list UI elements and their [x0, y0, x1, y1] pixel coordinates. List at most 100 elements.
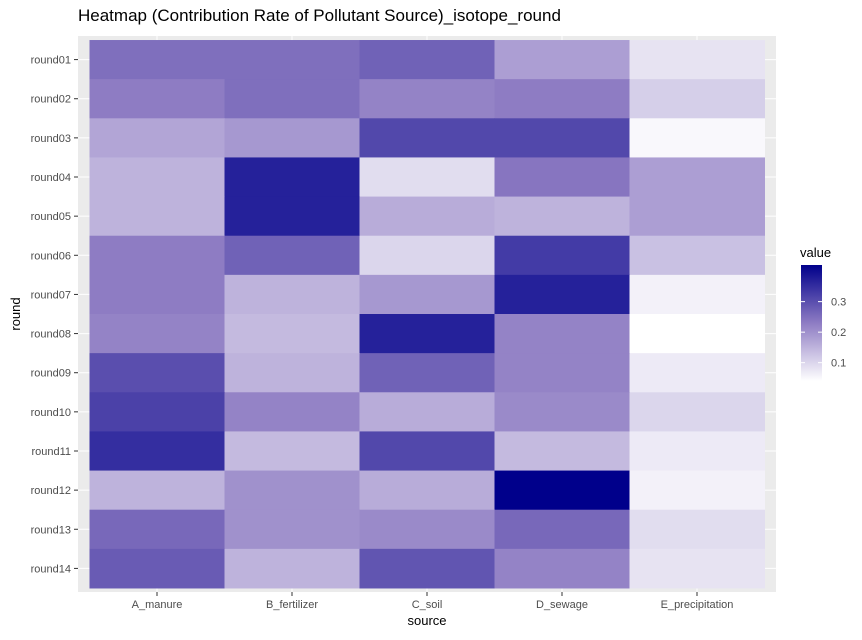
heatmap-cell	[359, 274, 495, 315]
heatmap-cell	[494, 548, 630, 589]
heatmap-cell	[629, 40, 765, 80]
heatmap-cell	[224, 235, 360, 276]
heatmap-cell	[494, 431, 630, 472]
x-tick-label: C_soil	[412, 599, 443, 611]
heatmap-cell	[629, 196, 765, 237]
heatmap-cell	[89, 353, 225, 393]
y-tick-label: round01	[31, 55, 71, 67]
legend-tick-label: 0.3	[831, 297, 846, 309]
y-tick-label: round09	[31, 368, 71, 380]
heatmap-cell	[494, 314, 630, 354]
heatmap-cell	[89, 157, 225, 198]
heatmap-cell	[629, 509, 765, 550]
heatmap-cell	[494, 509, 630, 550]
heatmap-cell	[224, 79, 360, 119]
heatmap-cell	[89, 235, 225, 276]
heatmap-cell	[629, 118, 765, 158]
heatmap-cell	[359, 431, 495, 472]
heatmap-cell	[494, 79, 630, 119]
heatmap-cell	[629, 470, 765, 511]
y-tick-label: round14	[31, 563, 71, 575]
heatmap-cell	[89, 548, 225, 589]
heatmap-cell	[359, 548, 495, 589]
heatmap-cell	[359, 79, 495, 119]
y-tick-label: round12	[31, 485, 71, 497]
heatmap-cell	[629, 353, 765, 393]
x-tick-label: A_manure	[132, 599, 183, 611]
heatmap-cell	[359, 470, 495, 511]
y-tick-label: round06	[31, 250, 71, 262]
heatmap-cell	[359, 40, 495, 80]
y-tick-label: round08	[31, 329, 71, 341]
legend-tick-label: 0.1	[831, 358, 846, 370]
y-tick-label: round03	[31, 133, 71, 145]
heatmap-cell	[224, 157, 360, 198]
heatmap-cell	[89, 509, 225, 550]
heatmap-cell	[359, 353, 495, 393]
heatmap-cell	[629, 548, 765, 589]
legend-title: value	[800, 245, 831, 260]
heatmap-cell	[629, 157, 765, 198]
heatmap-cell	[89, 79, 225, 119]
heatmap-cell	[89, 470, 225, 511]
heatmap-cell	[224, 392, 360, 432]
color-legend: value 0.1 0.2 0.3	[800, 245, 846, 381]
heatmap-cell	[629, 235, 765, 276]
heatmap-cell	[89, 118, 225, 158]
legend-tick-label: 0.2	[831, 327, 846, 339]
heatmap-cell	[359, 196, 495, 237]
x-tick-label: B_fertilizer	[266, 599, 318, 611]
heatmap-cell	[224, 118, 360, 158]
heatmap-cell	[494, 353, 630, 393]
x-tick-label: D_sewage	[536, 599, 588, 611]
y-tick-label: round13	[31, 524, 71, 536]
heatmap-cell	[359, 509, 495, 550]
heatmap-cell	[359, 118, 495, 158]
y-tick-label: round04	[31, 172, 71, 184]
heatmap-cell	[629, 274, 765, 315]
heatmap-cell	[359, 157, 495, 198]
heatmap-cell	[224, 353, 360, 393]
heatmap-cell	[224, 196, 360, 237]
heatmap-cell	[494, 274, 630, 315]
heatmap-tiles	[89, 40, 765, 589]
heatmap-cell	[224, 314, 360, 354]
heatmap-cell	[89, 274, 225, 315]
heatmap-cell	[89, 314, 225, 354]
heatmap-cell	[494, 196, 630, 237]
x-tick-label: E_precipitation	[661, 599, 734, 611]
y-axis-ticks: round01 round02 round03 round04 round05 round…	[31, 55, 78, 575]
heatmap-cell	[224, 509, 360, 550]
x-axis-ticks: A_manure B_fertilizer C_soil D_sewage E_prec…	[132, 592, 734, 611]
y-tick-label: round02	[31, 94, 71, 106]
heatmap-cell	[359, 392, 495, 432]
heatmap-cell	[89, 40, 225, 80]
heatmap-cell	[494, 118, 630, 158]
legend-ticks: 0.1 0.2 0.3	[801, 297, 846, 370]
heatmap-cell	[89, 431, 225, 472]
heatmap-cell	[629, 79, 765, 119]
heatmap-cell	[359, 235, 495, 276]
heatmap-cell	[494, 40, 630, 80]
heatmap-cell	[89, 196, 225, 237]
x-axis-label: source	[407, 613, 446, 628]
heatmap-cell	[224, 548, 360, 589]
heatmap-cell	[494, 157, 630, 198]
y-tick-label: round10	[31, 407, 71, 419]
heatmap-cell	[494, 235, 630, 276]
heatmap-cell	[494, 470, 630, 511]
heatmap-cell	[224, 40, 360, 80]
heatmap-cell	[224, 431, 360, 472]
y-tick-label: round05	[31, 211, 71, 223]
y-tick-label: round11	[31, 446, 71, 458]
heatmap-cell	[89, 392, 225, 432]
heatmap-cell	[359, 314, 495, 354]
heatmap-cell	[629, 392, 765, 432]
y-axis-label: round	[8, 297, 23, 330]
legend-color-bar	[801, 265, 822, 381]
y-tick-label: round07	[31, 289, 71, 301]
heatmap-cell	[494, 392, 630, 432]
heatmap-cell	[629, 314, 765, 354]
